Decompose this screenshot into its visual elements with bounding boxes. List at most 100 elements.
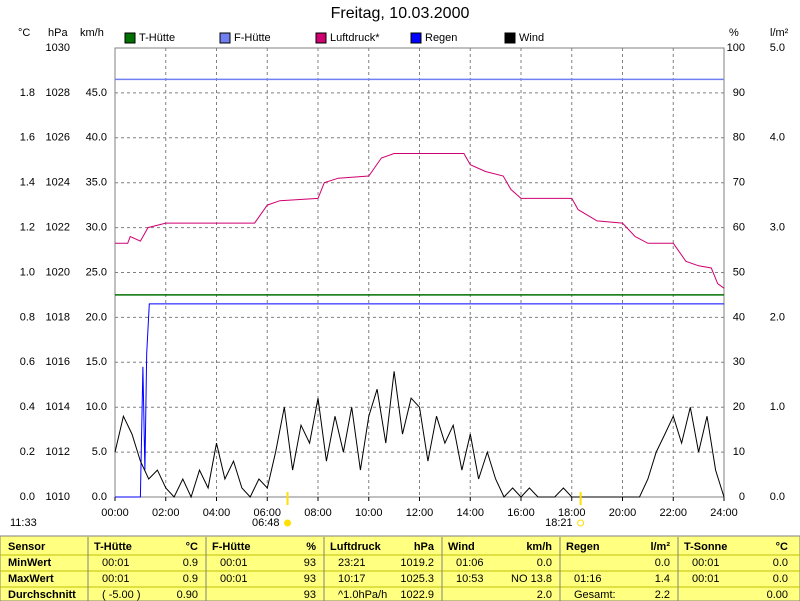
y-tick-label: 90 [733, 87, 745, 99]
legend-label: Wind [519, 32, 544, 44]
cell-value: 93 [304, 589, 316, 601]
column-unit: km/h [526, 541, 552, 553]
column-name: T-Hütte [94, 541, 132, 553]
axis-unit: hPa [48, 27, 68, 39]
y-tick-label: 0.0 [20, 491, 35, 503]
y-tick-label: 0 [739, 491, 745, 503]
cell-value: 1022.9 [400, 589, 434, 601]
y-tick-label: 40 [733, 311, 745, 323]
cell-value: 1019.2 [400, 557, 434, 569]
y-tick-label: 35.0 [86, 177, 107, 189]
cell-value: 0.90 [177, 589, 198, 601]
y-tick-label: 1024 [46, 177, 70, 189]
cell-value: 0.0 [773, 573, 788, 585]
y-tick-label: 45.0 [86, 87, 107, 99]
y-tick-label: 1022 [46, 222, 70, 234]
y-tick-label: 1014 [46, 401, 70, 413]
cell-time: 23:21 [338, 557, 366, 569]
table-background [0, 535, 800, 601]
x-tick-label: 04:00 [203, 507, 231, 519]
cell-time: Gesamt: [574, 589, 616, 601]
column-unit: l/m² [650, 541, 670, 553]
y-tick-label: 5.0 [92, 446, 107, 458]
x-tick-label: 10:00 [355, 507, 383, 519]
y-tick-label: 0.6 [20, 356, 35, 368]
x-tick-label: 24:00 [710, 507, 738, 519]
y-tick-label: 30.0 [86, 222, 107, 234]
cell-value: 2.2 [655, 589, 670, 601]
cell-time: ( -5.00 ) [102, 589, 141, 601]
axis-unit: l/m² [770, 27, 789, 39]
row-label: MaxWert [8, 573, 54, 585]
sun-dot [577, 519, 585, 527]
y-tick-label: 1.4 [20, 177, 35, 189]
cell-time: 01:16 [574, 573, 602, 585]
x-tick-label: 16:00 [507, 507, 535, 519]
row-label: MinWert [8, 557, 52, 569]
y-tick-label: 2.0 [770, 311, 785, 323]
cell-time: 00:01 [692, 557, 720, 569]
y-tick-label: 1028 [46, 87, 70, 99]
column-unit: °C [776, 541, 788, 553]
cell-time: 01:06 [456, 557, 484, 569]
y-tick-label: 1.8 [20, 87, 35, 99]
y-tick-label: 1016 [46, 356, 70, 368]
cell-value: NO 13.8 [511, 573, 552, 585]
cell-time: 00:01 [220, 573, 248, 585]
y-tick-label: 0.0 [92, 491, 107, 503]
cell-value: 0.00 [767, 589, 788, 601]
x-tick-label: 06:00 [253, 507, 281, 519]
y-tick-label: 0.8 [20, 311, 35, 323]
y-tick-label: 3.0 [770, 222, 785, 234]
legend-swatch [124, 32, 136, 44]
cell-value: 0.9 [183, 557, 198, 569]
y-tick-label: 60 [733, 222, 745, 234]
cell-time: 00:01 [102, 573, 130, 585]
legend-label: Luftdruck* [330, 32, 380, 44]
legend-label: F-Hütte [234, 32, 271, 44]
cell-value: 2.0 [537, 589, 552, 601]
y-tick-label: 0.4 [20, 401, 35, 413]
x-tick-label: 20:00 [609, 507, 637, 519]
column-name: T-Sonne [684, 541, 727, 553]
y-tick-label: 10.0 [86, 401, 107, 413]
y-tick-label: 1026 [46, 132, 70, 144]
sun-label: 18:21 [545, 517, 573, 529]
y-tick-label: 40.0 [86, 132, 107, 144]
cell-value: 0.9 [183, 573, 198, 585]
cell-value: 93 [304, 557, 316, 569]
cell-time: 00:01 [102, 557, 130, 569]
axis-unit: °C [18, 27, 30, 39]
axis-unit: km/h [80, 27, 104, 39]
cell-value: 1025.3 [400, 573, 434, 585]
x-tick-label: 08:00 [304, 507, 332, 519]
y-tick-label: 1.0 [770, 401, 785, 413]
axis-unit: % [729, 27, 739, 39]
y-tick-label: 1.0 [20, 266, 35, 278]
column-name: Luftdruck [330, 541, 382, 553]
y-tick-label: 0.0 [770, 491, 785, 503]
column-name: F-Hütte [212, 541, 251, 553]
cell-value: 0.0 [537, 557, 552, 569]
table-header: Sensor [8, 541, 46, 553]
chart-title: Freitag, 10.03.2000 [331, 5, 470, 22]
column-unit: °C [186, 541, 198, 553]
x-tick-label: 18:00 [558, 507, 586, 519]
cell-value: 0.0 [773, 557, 788, 569]
cell-time: 10:53 [456, 573, 484, 585]
cell-value: 0.0 [655, 557, 670, 569]
y-tick-label: 80 [733, 132, 745, 144]
legend-swatch [219, 32, 231, 44]
y-tick-label: 100 [727, 42, 745, 54]
sun-dot [284, 519, 292, 527]
column-unit: % [306, 541, 316, 553]
y-tick-label: 25.0 [86, 266, 107, 278]
legend-swatch [504, 32, 516, 44]
summary-table: Sensor MinWert MaxWert Durchschnitt T-Hütte °… [0, 537, 800, 601]
y-tick-label: 1018 [46, 311, 70, 323]
y-tick-label: 15.0 [86, 356, 107, 368]
y-tick-label: 1.6 [20, 132, 35, 144]
cell-time: 10:17 [338, 573, 366, 585]
